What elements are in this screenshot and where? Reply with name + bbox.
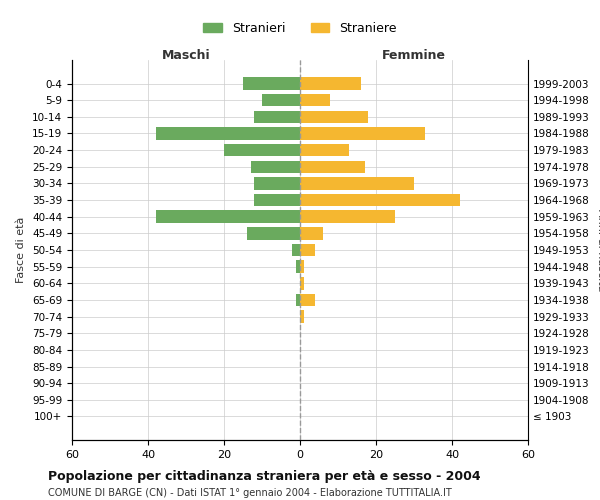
Bar <box>251 160 300 173</box>
Bar <box>300 127 425 140</box>
Bar <box>155 210 300 223</box>
Bar <box>247 227 300 239</box>
Text: COMUNE DI BARGE (CN) - Dati ISTAT 1° gennaio 2004 - Elaborazione TUTTITALIA.IT: COMUNE DI BARGE (CN) - Dati ISTAT 1° gen… <box>48 488 452 498</box>
Bar <box>296 294 300 306</box>
Bar <box>300 78 361 90</box>
Bar <box>300 260 304 273</box>
Bar <box>254 194 300 206</box>
Bar <box>262 94 300 106</box>
Y-axis label: Fasce di età: Fasce di età <box>16 217 26 283</box>
Bar <box>300 227 323 239</box>
Bar <box>296 260 300 273</box>
Bar <box>300 110 368 123</box>
Bar <box>292 244 300 256</box>
Text: Popolazione per cittadinanza straniera per età e sesso - 2004: Popolazione per cittadinanza straniera p… <box>48 470 481 483</box>
Text: Femmine: Femmine <box>382 49 446 62</box>
Bar <box>155 127 300 140</box>
Bar <box>254 110 300 123</box>
Bar <box>243 78 300 90</box>
Bar <box>300 277 304 289</box>
Bar <box>300 244 315 256</box>
Bar <box>300 194 460 206</box>
Bar <box>224 144 300 156</box>
Legend: Stranieri, Straniere: Stranieri, Straniere <box>198 17 402 40</box>
Bar <box>300 177 414 190</box>
Bar <box>300 94 331 106</box>
Text: Maschi: Maschi <box>161 49 211 62</box>
Bar <box>300 144 349 156</box>
Y-axis label: Anni di nascita: Anni di nascita <box>596 209 600 291</box>
Bar <box>300 160 365 173</box>
Bar <box>300 294 315 306</box>
Bar <box>300 210 395 223</box>
Bar <box>254 177 300 190</box>
Bar <box>300 310 304 323</box>
